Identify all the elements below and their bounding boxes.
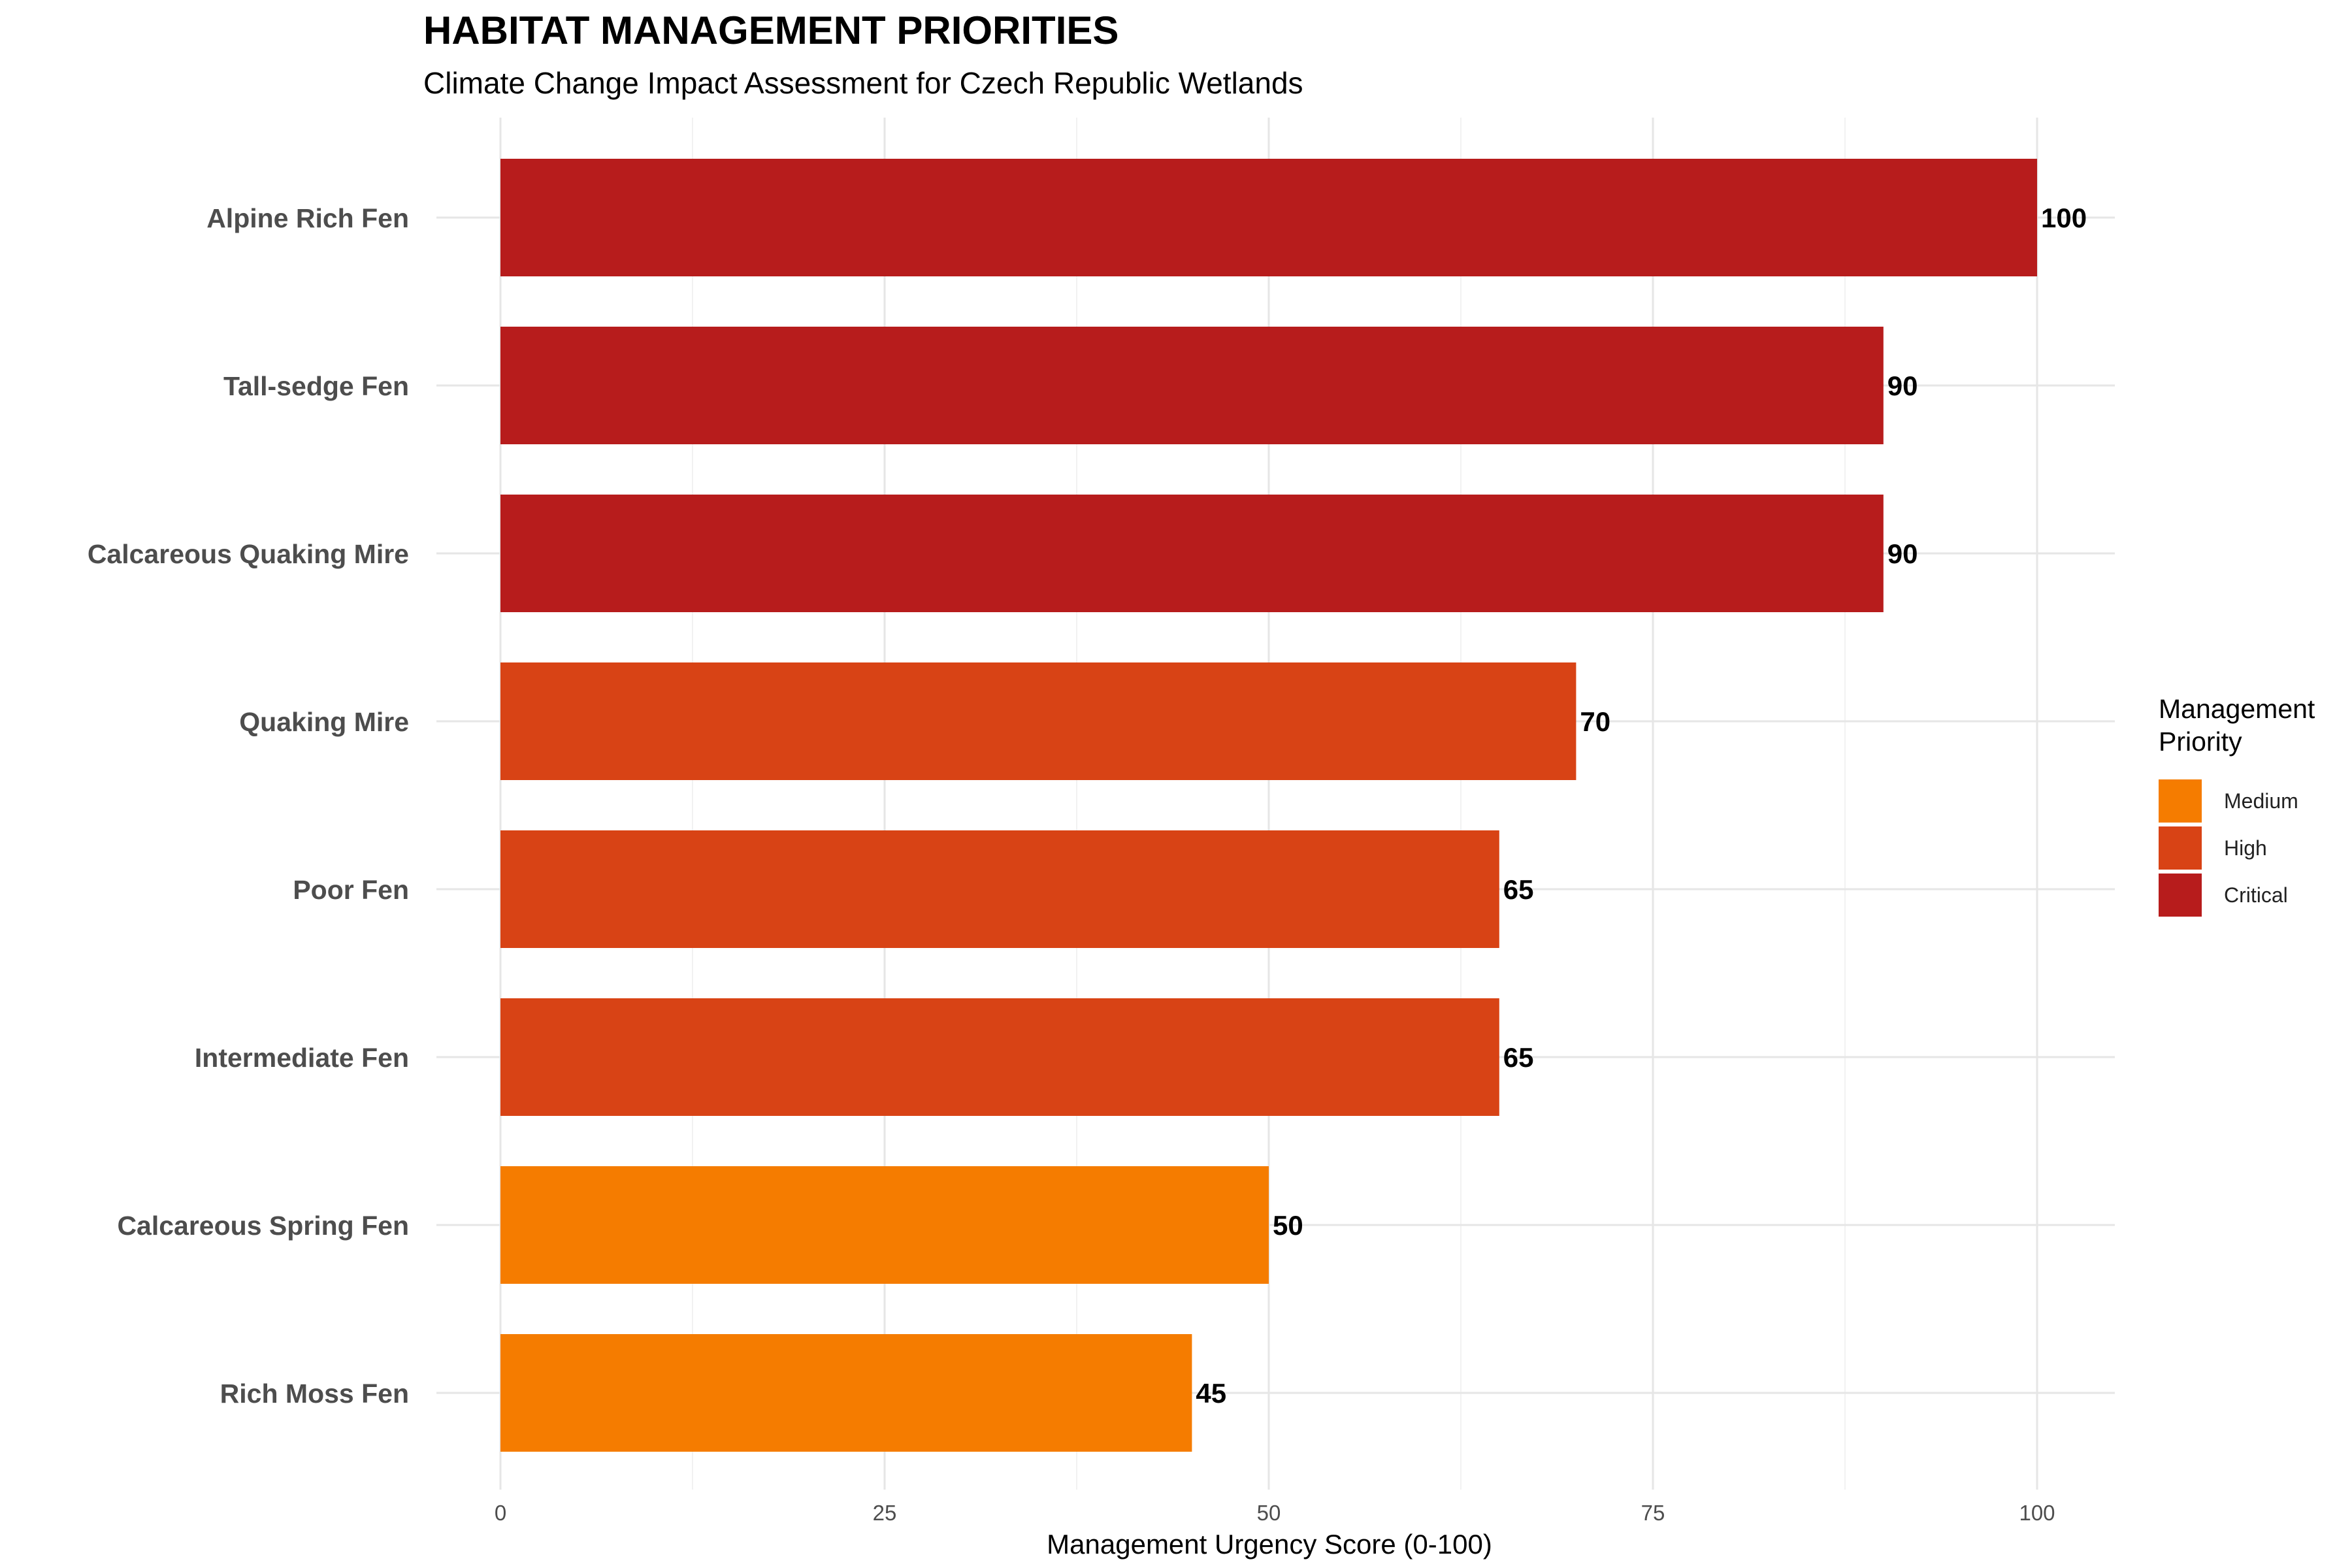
data-label: 100 <box>2041 203 2087 233</box>
bar <box>500 830 1499 948</box>
y-axis-labels: Alpine Rich Fen Tall-sedge Fen Calcareous … <box>88 203 409 1409</box>
y-axis-label: Tall-sedge Fen <box>223 371 409 401</box>
y-axis-label: Calcareous Spring Fen <box>117 1211 409 1241</box>
bars <box>500 159 2037 1452</box>
legend-label: High <box>2224 836 2267 860</box>
bar <box>500 998 1499 1116</box>
x-axis-title: Management Urgency Score (0-100) <box>1047 1529 1492 1560</box>
x-axis-ticks: 0 25 50 75 100 <box>495 1501 2055 1525</box>
legend-items: Medium High Critical <box>2159 777 2348 919</box>
legend-label: Medium <box>2224 789 2298 813</box>
legend-item: Medium <box>2159 777 2348 825</box>
x-tick-label: 100 <box>2019 1501 2055 1525</box>
legend-swatch <box>2159 874 2202 917</box>
x-tick-label: 75 <box>1641 1501 1665 1525</box>
chart-subtitle: Climate Change Impact Assessment for Cze… <box>423 66 1303 100</box>
data-label: 45 <box>1196 1378 1226 1409</box>
legend-item: Critical <box>2159 872 2348 919</box>
data-label: 70 <box>1580 706 1610 737</box>
x-tick-label: 25 <box>873 1501 897 1525</box>
y-axis-label: Quaking Mire <box>239 707 409 737</box>
data-label: 65 <box>1503 1042 1534 1073</box>
chart-title: HABITAT MANAGEMENT PRIORITIES <box>423 8 1119 52</box>
legend-swatch <box>2159 826 2202 870</box>
bar <box>500 495 1884 612</box>
legend-item: High <box>2159 825 2348 872</box>
bar <box>500 1334 1192 1452</box>
legend-label: Critical <box>2224 883 2288 907</box>
data-label: 90 <box>1887 370 1918 401</box>
y-axis-label: Rich Moss Fen <box>220 1379 409 1409</box>
bar <box>500 327 1884 444</box>
y-axis-label: Calcareous Quaking Mire <box>88 539 409 569</box>
bar <box>500 1166 1269 1284</box>
x-tick-label: 0 <box>495 1501 506 1525</box>
data-labels: 100 90 90 70 65 65 50 45 <box>1196 203 2087 1409</box>
bar <box>500 159 2037 276</box>
bar <box>500 662 1576 780</box>
y-axis-label: Intermediate Fen <box>195 1043 409 1073</box>
y-axis-label: Poor Fen <box>293 875 409 905</box>
data-label: 65 <box>1503 874 1534 905</box>
legend-title: Management Priority <box>2159 694 2315 757</box>
x-tick-label: 50 <box>1257 1501 1281 1525</box>
legend-swatch <box>2159 779 2202 823</box>
data-label: 50 <box>1273 1210 1303 1241</box>
y-axis-label: Alpine Rich Fen <box>206 203 409 233</box>
legend: Management Priority Medium High Critical <box>2159 693 2348 919</box>
data-label: 90 <box>1887 538 1918 569</box>
